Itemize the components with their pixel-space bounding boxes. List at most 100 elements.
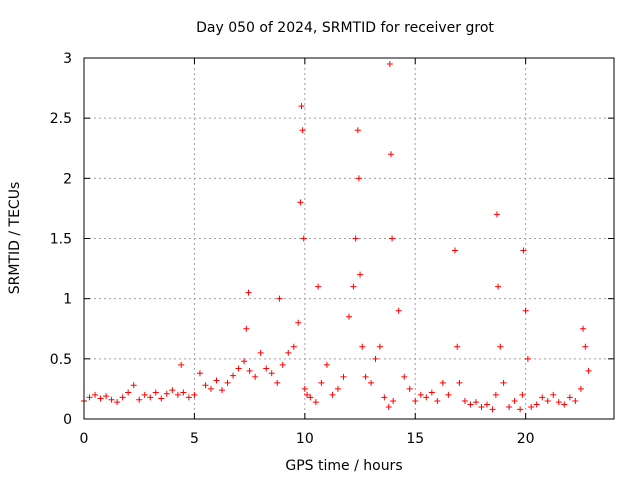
data-point — [315, 283, 322, 290]
data-point — [423, 394, 430, 401]
data-point — [350, 283, 357, 290]
data-point — [346, 313, 352, 320]
data-point — [119, 394, 126, 401]
data-point — [196, 370, 203, 377]
data-point — [97, 395, 104, 402]
y-tick-label: 1 — [63, 292, 72, 308]
data-point — [130, 382, 137, 389]
data-point — [213, 377, 220, 384]
data-point — [92, 391, 99, 398]
data-point — [544, 397, 551, 404]
data-point — [580, 325, 587, 332]
data-point — [550, 391, 557, 398]
data-point — [528, 403, 535, 410]
data-point — [376, 343, 383, 350]
axis-ticks: 0 5 10 15 20 0 0.5 1 1.5 2 2.5 3 — [50, 51, 614, 447]
data-point — [163, 390, 170, 397]
data-point — [472, 399, 479, 406]
data-point — [385, 403, 392, 410]
data-point — [395, 307, 402, 314]
data-point — [585, 367, 592, 374]
data-point — [152, 389, 159, 396]
data-point — [246, 367, 253, 374]
data-point — [417, 391, 424, 398]
data-point — [362, 373, 369, 380]
data-point — [467, 401, 474, 408]
data-point — [318, 379, 325, 386]
data-point — [86, 394, 93, 401]
data-point — [158, 395, 165, 402]
data-point — [274, 379, 281, 386]
data-point — [180, 389, 187, 396]
x-tick-label: 10 — [296, 431, 314, 447]
data-point — [492, 391, 499, 398]
data-point — [323, 361, 330, 368]
y-tick-label: 0.5 — [50, 352, 72, 368]
data-point — [268, 370, 275, 377]
data-point — [355, 175, 362, 182]
data-point — [241, 358, 248, 365]
data-point — [497, 343, 504, 350]
data-point — [456, 379, 463, 386]
data-point — [340, 373, 347, 380]
data-point — [108, 396, 115, 403]
data-point — [114, 399, 121, 406]
data-point — [359, 343, 366, 350]
data-point — [412, 397, 419, 404]
data-point — [390, 397, 397, 404]
data-point — [495, 283, 502, 290]
data-point — [219, 387, 226, 394]
data-point — [428, 389, 435, 396]
data-point — [202, 382, 209, 389]
data-point — [500, 379, 507, 386]
data-point — [357, 271, 364, 278]
data-point — [520, 247, 527, 254]
data-point — [452, 247, 458, 254]
data-point — [329, 391, 336, 398]
data-point — [147, 394, 154, 401]
data-point — [224, 379, 231, 386]
data-point — [381, 394, 388, 401]
data-point — [295, 319, 302, 326]
data-point — [174, 391, 181, 398]
data-point — [185, 394, 192, 401]
x-tick-label: 20 — [517, 431, 535, 447]
data-point — [307, 394, 314, 401]
y-tick-label: 1.5 — [50, 232, 72, 248]
data-point — [312, 399, 319, 406]
x-tick-label: 15 — [406, 431, 424, 447]
data-point — [235, 365, 242, 372]
data-point — [561, 401, 568, 408]
data-point — [125, 389, 132, 396]
data-point — [257, 349, 264, 356]
data-point — [493, 211, 500, 218]
data-point — [434, 397, 441, 404]
x-tick-label: 0 — [80, 431, 89, 447]
data-point — [478, 403, 485, 410]
data-point — [566, 394, 573, 401]
y-tick-label: 3 — [63, 51, 72, 67]
data-point — [555, 399, 562, 406]
data-point — [445, 391, 452, 398]
data-point — [301, 385, 308, 392]
data-point — [582, 343, 589, 350]
y-tick-label: 2 — [63, 171, 72, 187]
data-point — [511, 397, 518, 404]
data-point — [539, 394, 546, 401]
data-point — [230, 372, 237, 379]
data-point — [245, 289, 252, 296]
data-point — [279, 361, 286, 368]
gridlines — [84, 58, 614, 419]
x-tick-label: 5 — [190, 431, 199, 447]
data-point — [506, 403, 513, 410]
data-point — [299, 127, 306, 134]
data-point — [169, 387, 176, 394]
data-point — [285, 349, 292, 356]
data-point — [136, 396, 143, 403]
data-point — [406, 385, 413, 392]
data-point — [103, 393, 110, 400]
data-point — [300, 235, 307, 242]
data-point — [368, 379, 375, 386]
data-point — [243, 325, 250, 332]
